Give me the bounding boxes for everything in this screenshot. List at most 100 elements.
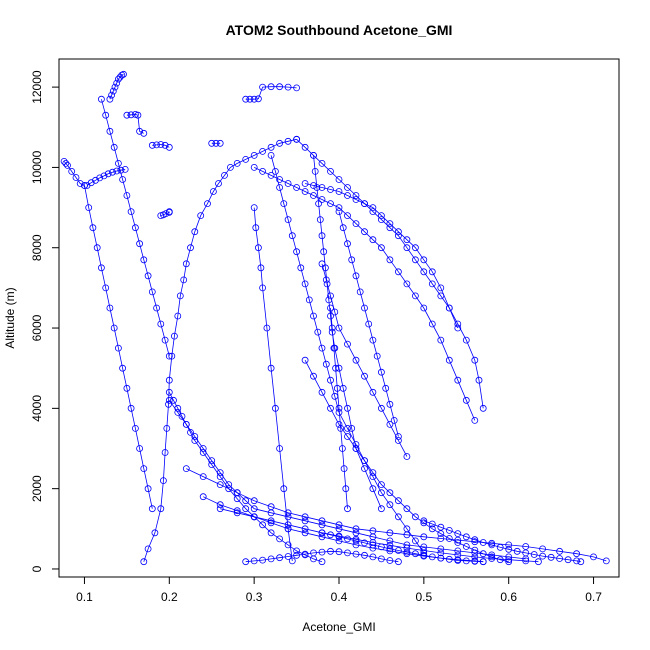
data-point — [148, 141, 156, 149]
data-point — [151, 529, 159, 537]
data-point — [344, 192, 351, 199]
data-point — [411, 256, 419, 264]
data-point — [462, 557, 470, 565]
data-point — [454, 530, 462, 537]
y-axis-title: Altitude (m) — [3, 287, 17, 348]
series — [318, 529, 487, 566]
y-tick-label: 4000 — [30, 395, 44, 422]
data-point — [250, 513, 258, 521]
data-point — [377, 212, 385, 220]
data-point — [178, 412, 186, 420]
data-point — [369, 208, 377, 216]
data-point — [428, 553, 436, 561]
data-point — [335, 525, 343, 533]
data-point — [386, 501, 394, 509]
data-point — [394, 268, 402, 276]
data-point — [113, 167, 121, 175]
data-point — [320, 248, 328, 256]
data-point — [119, 364, 126, 372]
data-point — [361, 465, 368, 473]
data-point — [60, 157, 68, 165]
data-point — [318, 232, 326, 240]
data-point — [420, 519, 428, 527]
data-point — [394, 228, 402, 236]
data-point — [257, 264, 265, 272]
data-point — [288, 232, 296, 240]
data-point — [479, 539, 487, 546]
data-point — [131, 224, 139, 232]
data-point — [373, 352, 381, 360]
data-point — [123, 192, 131, 199]
data-point — [403, 544, 411, 552]
x-tick-label: 0.5 — [416, 590, 433, 604]
data-point — [344, 404, 351, 412]
data-point — [322, 360, 330, 368]
data-point — [110, 324, 118, 332]
data-point — [386, 224, 394, 232]
data-point — [267, 517, 275, 525]
data-point — [369, 236, 377, 244]
data-point — [148, 505, 156, 513]
data-point — [361, 228, 368, 236]
data-point — [321, 264, 329, 272]
data-point — [454, 536, 462, 544]
data-point — [386, 220, 394, 228]
data-point — [420, 268, 428, 276]
data-point — [352, 535, 360, 543]
series — [301, 356, 513, 566]
data-point — [246, 95, 254, 103]
data-point — [361, 539, 368, 547]
data-point — [420, 543, 428, 551]
series — [165, 388, 326, 566]
data-point — [445, 535, 453, 542]
data-point — [98, 95, 105, 103]
data-point — [284, 541, 292, 549]
data-point — [338, 445, 346, 452]
data-point — [276, 535, 284, 543]
data-point — [344, 424, 351, 432]
data-point — [382, 384, 390, 392]
data-point — [276, 445, 284, 452]
data-point — [335, 548, 343, 556]
data-point — [212, 139, 220, 147]
data-point — [344, 184, 351, 191]
data-point — [216, 139, 224, 147]
data-point — [369, 336, 377, 344]
data-point — [462, 336, 470, 344]
data-point — [62, 159, 70, 167]
data-point — [284, 216, 292, 224]
data-point — [535, 558, 542, 566]
data-point — [120, 70, 127, 78]
y-tick-label: 10000 — [30, 150, 44, 184]
data-point — [100, 172, 108, 180]
data-point — [352, 196, 360, 203]
data-point — [386, 557, 394, 564]
y-tick-label: 0 — [30, 565, 44, 572]
data-point — [250, 151, 258, 159]
data-point — [488, 551, 496, 559]
series-line — [305, 183, 459, 329]
data-point — [157, 320, 165, 328]
data-point — [215, 180, 222, 187]
data-point — [280, 485, 288, 493]
data-point — [157, 505, 165, 513]
data-point — [284, 180, 292, 187]
data-point — [301, 529, 309, 537]
data-point — [335, 176, 343, 183]
data-point — [428, 268, 436, 276]
series-line — [168, 392, 323, 563]
data-point — [92, 176, 99, 184]
data-point — [356, 288, 364, 296]
data-point — [556, 555, 563, 562]
data-point — [403, 236, 411, 244]
data-point — [454, 324, 462, 332]
data-point — [310, 312, 317, 320]
data-point — [369, 469, 377, 477]
data-point — [293, 248, 301, 256]
data-point — [428, 320, 436, 328]
data-point — [437, 549, 445, 557]
data-point — [284, 513, 292, 521]
data-point — [153, 304, 161, 312]
series — [327, 304, 351, 513]
